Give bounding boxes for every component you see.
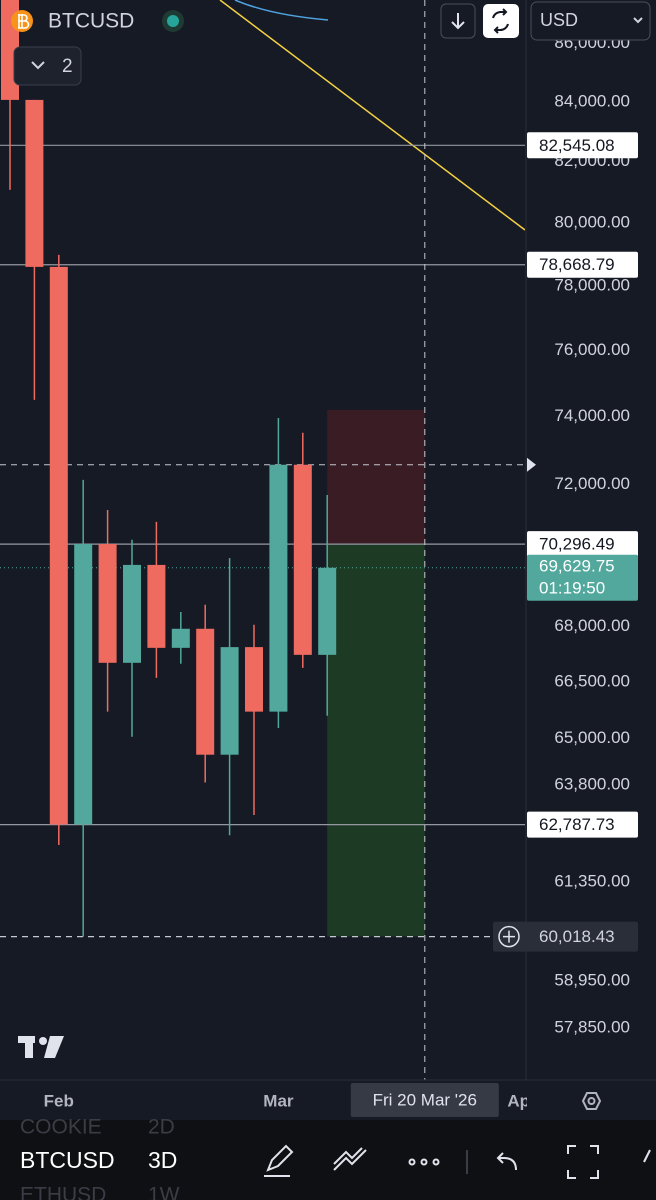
- candle-body: [171, 628, 190, 648]
- currency: USD: [540, 10, 578, 30]
- y-tick-label: 58,950.00: [554, 971, 630, 990]
- current-price-label: 69,629.75: [539, 556, 615, 575]
- reset-button[interactable]: [483, 4, 519, 38]
- candle-body: [49, 266, 68, 825]
- candle-body: [293, 464, 312, 655]
- y-tick-label: 66,500.00: [554, 671, 630, 690]
- chevron: [31, 61, 45, 70]
- candle-body: [74, 543, 93, 825]
- crosshair-label-box: [350, 1083, 499, 1117]
- indicators-count: 2: [62, 56, 73, 77]
- candle-body: [196, 628, 215, 755]
- status-dot: [167, 15, 179, 27]
- candle-body: [220, 647, 239, 755]
- price-label: 78,668.79: [539, 255, 615, 274]
- indicators-toggle[interactable]: [13, 46, 82, 86]
- candle-body: [98, 543, 117, 663]
- divider: [128, 1140, 130, 1180]
- x-tick-label: Ap: [507, 1091, 530, 1110]
- candle-body: [123, 564, 141, 663]
- candle-body: [245, 647, 263, 712]
- crosshair-arrow: [527, 457, 536, 472]
- trend-icon[interactable]: [333, 1147, 367, 1171]
- price-label: 60,018.43: [539, 927, 615, 946]
- price-label-box: [527, 531, 638, 558]
- axis-mask: [527, 1081, 656, 1119]
- trendline: [234, 0, 329, 21]
- candle-body: [25, 99, 44, 267]
- current-price-box: [527, 554, 638, 601]
- price-label-box: [527, 251, 638, 278]
- countdown: 01:19:50: [539, 578, 605, 597]
- top-toolbar: BTCUSD 2 USD: [11, 1, 651, 86]
- tv-logo: [18, 1036, 64, 1058]
- price-label: 82,545.08: [539, 136, 615, 155]
- y-tick-label: 74,000.00: [554, 406, 630, 425]
- y-tick-label: 61,350.00: [554, 872, 630, 891]
- y-tick-label: 68,000.00: [554, 616, 630, 635]
- watch-timeframe[interactable]: 2D: [148, 1116, 175, 1139]
- price-label-box: [527, 132, 638, 159]
- add-alert-icon: [503, 930, 515, 943]
- watch-timeframe[interactable]: 3D: [148, 1147, 177, 1173]
- draw-icon[interactable]: [264, 1144, 294, 1177]
- symbol[interactable]: BTCUSD: [48, 10, 134, 33]
- settings-icon-dot: [587, 1097, 596, 1105]
- add-alert-icon[interactable]: [498, 925, 520, 948]
- y-tick-label: 80,000.00: [554, 213, 630, 232]
- bottom-tools: [264, 1144, 651, 1179]
- x-tick-label: Feb: [44, 1091, 74, 1110]
- y-tick-label: 63,800.00: [554, 774, 630, 793]
- y-tick-label: 84,000.00: [554, 91, 630, 110]
- watch-symbol[interactable]: COOKIE: [20, 1116, 102, 1139]
- settings-icon[interactable]: [581, 1092, 602, 1110]
- position-risk: [327, 409, 425, 545]
- price-label: 62,787.73: [539, 815, 615, 834]
- y-tick-label: 65,000.00: [554, 728, 630, 747]
- chevron: [633, 17, 643, 24]
- trendline: [219, 0, 525, 231]
- bottom-bar: [0, 1120, 656, 1200]
- partial-icon: [643, 1149, 651, 1163]
- time-axis: Feb Mar Ap Fri 20 Mar '26: [44, 1081, 656, 1119]
- candle-body: [269, 464, 288, 712]
- watch-symbol[interactable]: ETHUSD: [20, 1184, 106, 1200]
- price-label: 70,296.49: [539, 535, 615, 554]
- plot-area: [0, 0, 525, 1080]
- y-tick-label: 76,000.00: [554, 340, 630, 359]
- btc-icon-glyph: [18, 14, 30, 29]
- candle-body: [318, 567, 337, 655]
- x-tick-label: Mar: [263, 1091, 294, 1110]
- y-tick-label: 57,850.00: [554, 1017, 630, 1036]
- watch-timeframe[interactable]: 1W: [148, 1184, 180, 1200]
- price-axis: 86,000.0084,000.0082,000.0080,000.0078,0…: [493, 33, 638, 1036]
- reset-icon: [492, 8, 509, 34]
- candle-body: [147, 564, 166, 648]
- undo-icon[interactable]: [496, 1152, 517, 1171]
- more-icon[interactable]: [408, 1158, 416, 1166]
- currency-select[interactable]: [530, 1, 651, 41]
- price-label-box: [527, 811, 638, 838]
- crosshair-label: Fri 20 Mar '26: [373, 1090, 477, 1109]
- watchlist: COOKIE 2D BTCUSD 3D ETHUSD 1W: [20, 1116, 180, 1200]
- arrow-icon: [451, 13, 465, 30]
- y-tick-label: 72,000.00: [554, 474, 630, 493]
- position-reward: [327, 544, 425, 937]
- y-tick-label: 78,000.00: [554, 275, 630, 294]
- fullscreen-icon[interactable]: [567, 1145, 599, 1179]
- price-label-box: [493, 921, 638, 952]
- watch-symbol[interactable]: BTCUSD: [20, 1147, 115, 1173]
